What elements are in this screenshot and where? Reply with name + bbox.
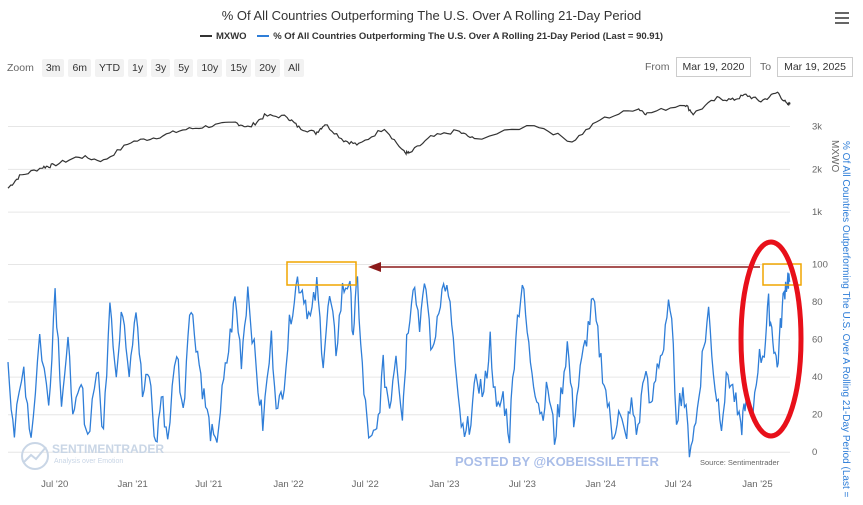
zoom-button-6m[interactable]: 6m — [68, 59, 92, 77]
range-from-label: From — [645, 61, 670, 73]
zoom-button-ytd[interactable]: YTD — [95, 59, 125, 77]
zoom-button-1y[interactable]: 1y — [128, 59, 148, 77]
logo-globe-icon — [21, 442, 49, 470]
range-to-input[interactable]: Mar 19, 2025 — [777, 57, 853, 77]
y-tick-label-bottom-2: 40 — [812, 372, 823, 383]
highlight-box-2022 — [286, 261, 357, 286]
legend-item-pct[interactable]: % Of All Countries Outperforming The U.S… — [257, 31, 663, 42]
legend-label-mxwo: MXWO — [215, 31, 247, 42]
x-tick-label-8: Jul '24 — [665, 479, 692, 490]
y-tick-label-bottom-5: 100 — [812, 260, 828, 271]
source-note: Source: Sentimentrader — [700, 458, 780, 467]
y-axis-title-mxwo: MXWO — [829, 140, 840, 172]
posted-by-watermark: POSTED BY @KOBEISSILETTER — [455, 454, 659, 469]
zoom-selector: Zoom 3m 6m YTD 1y 3y 5y 10y 15y 20y All — [7, 59, 308, 77]
x-tick-label-6: Jul '23 — [509, 479, 536, 490]
range-to-label: To — [760, 61, 772, 73]
x-tick-label-0: Jul '20 — [41, 479, 68, 490]
y-tick-label-bottom-3: 60 — [812, 335, 823, 346]
axes: 1k 2k 3k 0 20 40 60 80 100 Jul '20 Jan '21 Jul '21 J… — [41, 122, 851, 498]
zoom-button-3m[interactable]: 3m — [41, 59, 65, 77]
watermark-brand: SENTIMENTRADER — [52, 442, 164, 456]
x-tick-label-1: Jan '21 — [117, 479, 147, 490]
legend: MXWO % Of All Countries Outperforming Th… — [0, 31, 863, 42]
range-from: From Mar 19, 2020 — [645, 57, 752, 77]
legend-item-mxwo[interactable]: MXWO — [199, 31, 247, 42]
zoom-button-10y[interactable]: 10y — [197, 59, 223, 77]
watermark-tagline: Analysis over Emotion — [54, 458, 123, 465]
series-line-mxwo — [7, 91, 791, 189]
zoom-button-15y[interactable]: 15y — [226, 59, 252, 77]
range-to: To Mar 19, 2025 — [760, 57, 853, 77]
series-layer — [7, 91, 791, 458]
x-tick-label-2: Jul '21 — [195, 479, 222, 490]
x-tick-label-4: Jul '22 — [352, 479, 379, 490]
zoom-button-3y[interactable]: 3y — [151, 59, 171, 77]
x-tick-label-9: Jan '25 — [742, 479, 772, 490]
zoom-button-all[interactable]: All — [284, 59, 304, 77]
y-tick-label-bottom-4: 80 — [812, 297, 823, 308]
chart-title: % Of All Countries Outperforming The U.S… — [221, 8, 642, 23]
y-tick-label-top-1: 2k — [812, 164, 822, 175]
highlight-box-2025 — [762, 263, 802, 286]
x-tick-label-3: Jan '22 — [273, 479, 303, 490]
zoom-label: Zoom — [7, 62, 34, 74]
highlight-ellipse-current — [738, 239, 804, 439]
x-tick-label-7: Jan '24 — [586, 479, 616, 490]
y-tick-label-bottom-1: 20 — [812, 410, 823, 421]
y-axis-title-pct: % Of All Countries Outperforming The U.S… — [840, 141, 851, 498]
hamburger-menu-icon[interactable] — [835, 10, 849, 24]
legend-label-pct: % Of All Countries Outperforming The U.S… — [273, 31, 664, 42]
zoom-button-5y[interactable]: 5y — [174, 59, 194, 77]
legend-swatch-mxwo — [199, 35, 212, 38]
y-tick-label-bottom-0: 0 — [812, 447, 817, 458]
series-line-pct-outperforming — [7, 272, 791, 458]
watermark-logo: SENTIMENTRADER Analysis over Emotion — [21, 442, 164, 470]
legend-swatch-pct — [257, 35, 270, 38]
range-from-input[interactable]: Mar 19, 2020 — [675, 57, 752, 77]
zoom-button-20y[interactable]: 20y — [255, 59, 281, 77]
y-tick-label-top-0: 1k — [812, 207, 822, 218]
x-tick-label-5: Jan '23 — [429, 479, 459, 490]
logo-chart-icon — [23, 446, 47, 463]
gridlines — [8, 126, 790, 453]
comparison-arrow-head — [368, 262, 381, 272]
annotations — [286, 239, 804, 439]
y-tick-label-top-2: 3k — [812, 122, 822, 133]
